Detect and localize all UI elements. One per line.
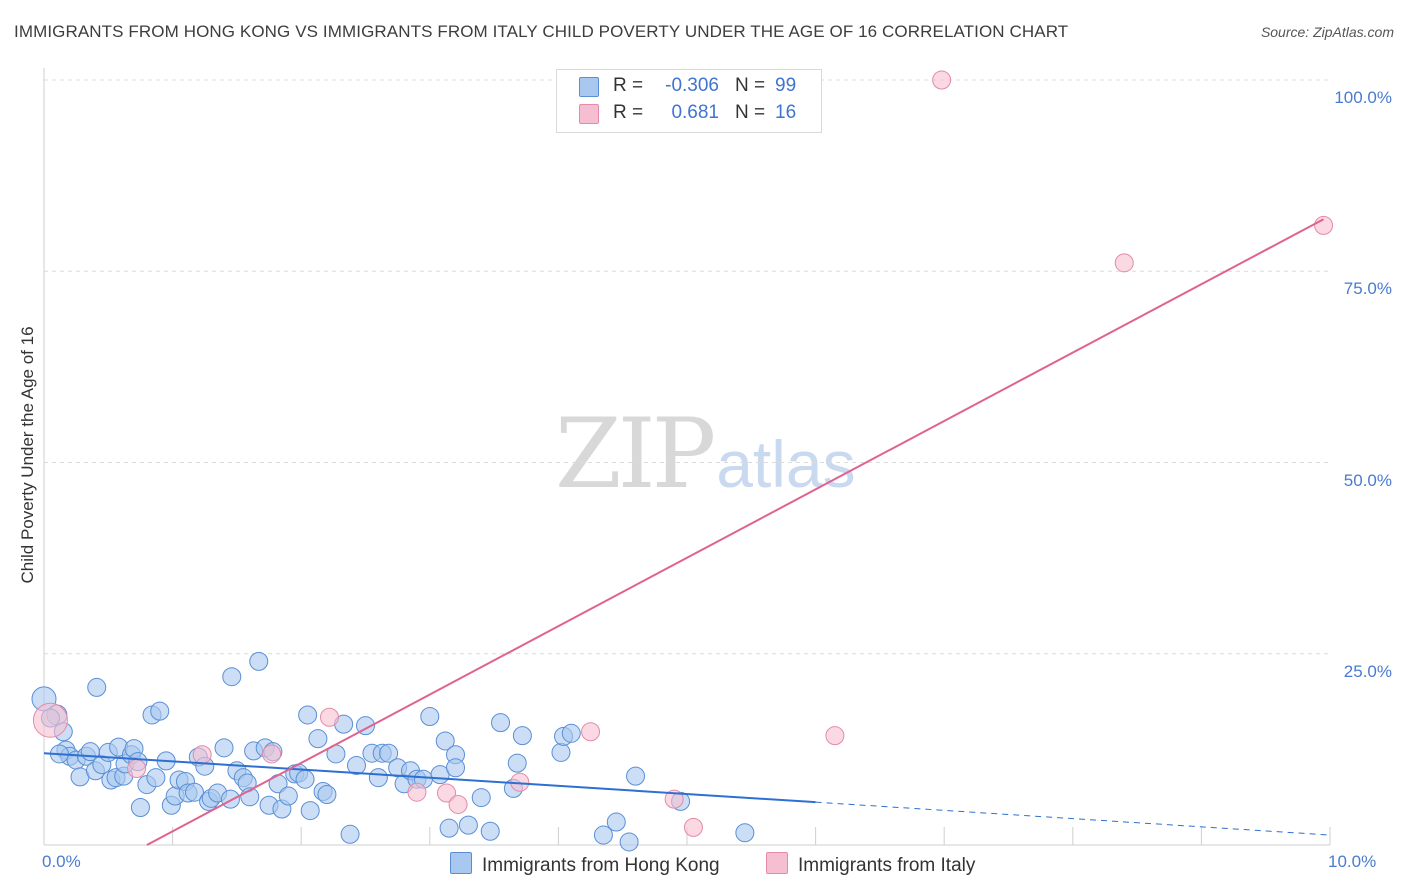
italy-point: [32, 702, 68, 738]
legend-row-italy: R = 0.681 N = 16: [557, 99, 821, 127]
hong-kong-point: [368, 768, 388, 788]
italy-point: [319, 707, 339, 727]
italy-trend-line: [146, 218, 1325, 846]
hong-kong-point: [346, 755, 366, 775]
y-tick-label: 100.0%: [1334, 88, 1392, 107]
italy-point: [262, 744, 282, 764]
hong-kong-point: [340, 824, 360, 844]
hong-kong-point: [471, 788, 491, 808]
hong-kong-point: [480, 821, 500, 841]
hong-kong-point: [87, 677, 107, 697]
hong-kong-point: [184, 782, 204, 802]
y-tick-label: 75.0%: [1343, 279, 1392, 299]
legend-n-value: 16: [775, 102, 797, 123]
chart-title: IMMIGRANTS FROM HONG KONG VS IMMIGRANTS …: [14, 22, 1069, 41]
hong-kong-point: [298, 705, 318, 725]
hong-kong-point: [606, 812, 626, 832]
hong-kong-point: [420, 706, 440, 726]
points-layer: [31, 70, 1334, 852]
hong-kong-point: [146, 768, 166, 788]
axes-layer: [43, 68, 1331, 846]
italy-point: [127, 759, 147, 778]
hong-kong-point: [150, 701, 170, 721]
source-label: Source: ZipAtlas.com: [1260, 24, 1394, 40]
hong-kong-point: [626, 766, 646, 786]
hong-kong-point: [507, 753, 527, 773]
hong-kong-point: [735, 823, 755, 843]
italy-point: [1314, 215, 1334, 235]
hong-kong-point: [278, 786, 298, 806]
legend-r-value: 0.681: [671, 102, 719, 123]
y-tick-label: 50.0%: [1343, 470, 1392, 490]
hong-kong-point: [220, 789, 240, 809]
hong-kong-point: [435, 731, 455, 751]
legend-swatch-pink: [579, 104, 599, 124]
italy-point: [192, 745, 212, 765]
hong-kong-point: [300, 801, 320, 821]
hong-kong-point: [249, 651, 269, 671]
legend-n-value: 99: [775, 75, 797, 96]
legend-swatch-blue: [450, 852, 472, 874]
legend-item-hong-kong[interactable]: Immigrants from Hong Kong: [450, 852, 720, 877]
hong-kong-point: [214, 738, 234, 758]
legend-label: Immigrants from Hong Kong: [482, 855, 720, 876]
italy-point: [1114, 253, 1134, 273]
legend-n-label: N =: [735, 102, 766, 123]
hong-kong-point: [308, 729, 328, 749]
hong-kong-point: [551, 742, 571, 762]
hong-kong-point: [130, 798, 150, 818]
hong-kong-point: [379, 743, 399, 763]
legend-row-hong-kong: R = -0.306 N = 99: [557, 72, 821, 100]
trend-layer: [43, 218, 1331, 846]
grid-layer: [44, 79, 1330, 655]
x-tick-label-min: 0.0%: [42, 852, 81, 871]
y-tick-label: 25.0%: [1343, 661, 1392, 681]
legend-n-label: N =: [735, 75, 766, 96]
hong-kong-point: [439, 818, 459, 838]
hong-kong-point: [512, 726, 532, 746]
watermark-zip: ZIP: [555, 398, 716, 510]
hong-kong-point: [446, 758, 466, 778]
hong-kong-point: [619, 832, 639, 852]
legend-r-value: -0.306: [665, 75, 719, 96]
hong-kong-point: [458, 815, 478, 835]
watermark: ZIPatlas: [555, 398, 856, 510]
y-axis-label: Child Poverty Under the Age of 16: [18, 326, 37, 584]
hong-kong-point: [295, 769, 315, 789]
italy-point: [437, 783, 457, 803]
italy-point: [581, 722, 601, 742]
hong-kong-point: [222, 667, 242, 687]
stats-legend: R = -0.306 N = 99 R = 0.681 N = 16: [556, 69, 822, 133]
italy-point: [407, 782, 427, 802]
italy-point: [825, 726, 845, 746]
hong-kong-point: [561, 723, 581, 743]
legend-item-italy[interactable]: Immigrants from Italy: [766, 852, 975, 877]
legend-swatch-blue: [579, 77, 599, 97]
watermark-atlas: atlas: [716, 427, 856, 501]
hong-kong-point: [593, 825, 613, 845]
legend-r-label: R =: [613, 75, 644, 96]
x-tick-label-max: 10.0%: [1328, 852, 1377, 871]
italy-point: [448, 794, 468, 814]
italy-point: [664, 789, 684, 809]
legend-r-label: R =: [613, 102, 644, 123]
italy-point: [932, 70, 952, 90]
hong-kong-point: [317, 785, 337, 805]
hong-kong-point: [491, 713, 511, 733]
hong-kong-trend-extension: [815, 801, 1331, 836]
legend-label: Immigrants from Italy: [798, 855, 976, 876]
italy-point: [683, 817, 703, 837]
legend-swatch-pink: [766, 852, 788, 874]
hong-kong-trend-line: [43, 752, 816, 804]
